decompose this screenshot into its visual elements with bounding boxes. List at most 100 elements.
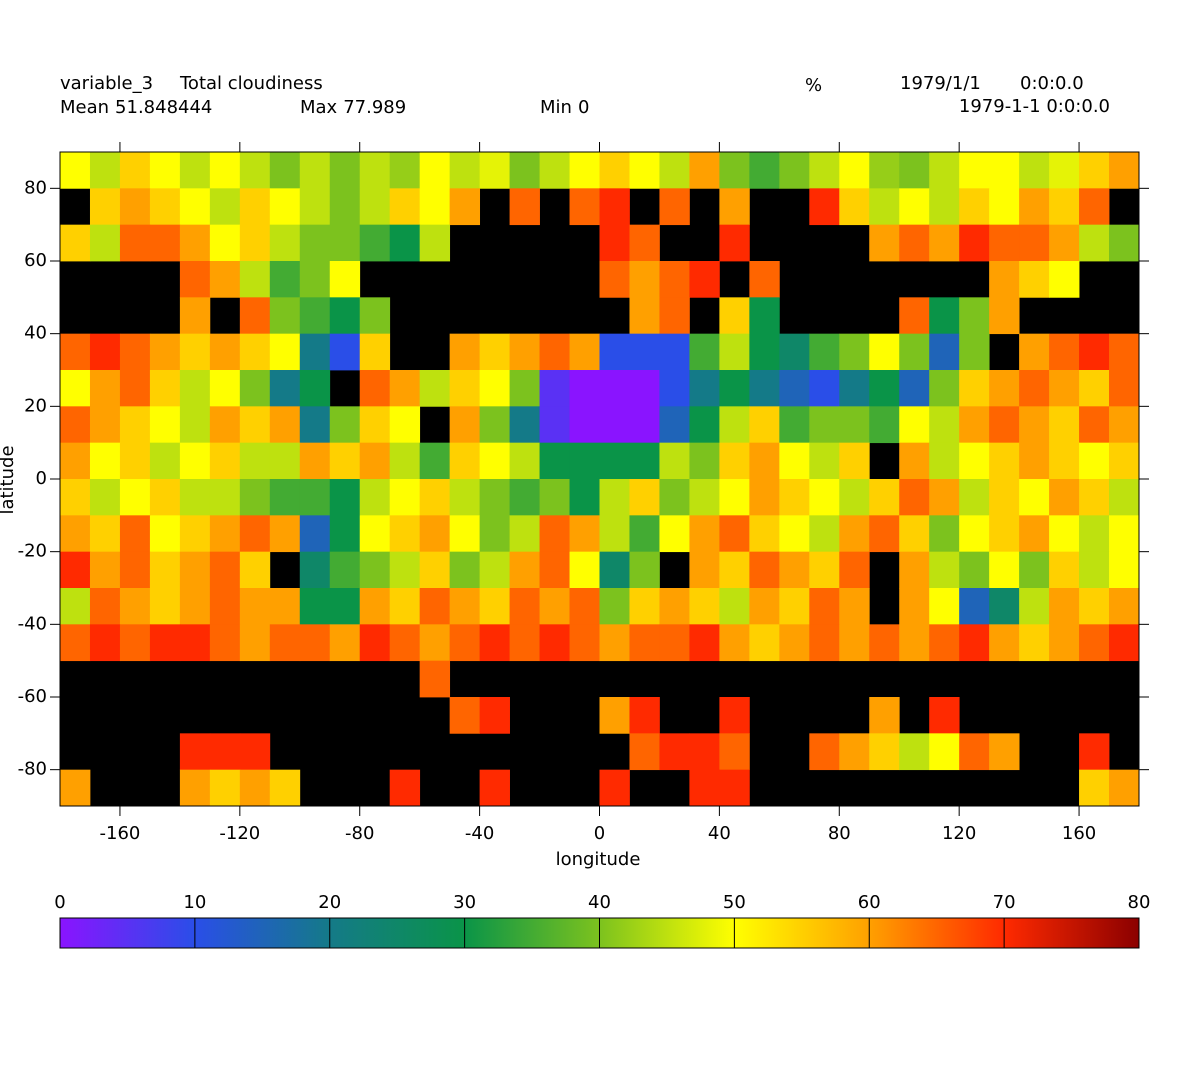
cell xyxy=(149,152,181,189)
cell xyxy=(329,297,361,335)
cell xyxy=(1109,370,1140,407)
cell xyxy=(959,224,990,262)
cell xyxy=(239,479,271,516)
cell xyxy=(389,624,421,662)
cell xyxy=(809,479,840,516)
colorbar-tick-label: 30 xyxy=(453,892,476,913)
cell xyxy=(629,152,660,189)
cell xyxy=(449,624,481,662)
cell xyxy=(869,370,900,407)
cell xyxy=(299,152,331,189)
cell xyxy=(869,697,900,734)
cell xyxy=(719,333,750,371)
colorbar-tick-label: 0 xyxy=(54,892,65,913)
cell xyxy=(1019,188,1050,226)
cell xyxy=(299,261,331,298)
cell xyxy=(929,551,960,589)
colorbar-tick-label: 70 xyxy=(993,892,1016,913)
cell xyxy=(959,479,990,516)
cell xyxy=(359,370,391,407)
cell xyxy=(1079,479,1110,516)
cell xyxy=(689,261,720,298)
variable-name: variable_3 xyxy=(60,73,153,94)
cell xyxy=(449,551,481,589)
cell xyxy=(509,333,540,371)
cell xyxy=(599,624,630,662)
cell xyxy=(569,333,600,371)
cell xyxy=(959,588,990,625)
cell xyxy=(629,479,660,516)
cell xyxy=(1049,515,1080,553)
cell xyxy=(899,297,930,335)
cell xyxy=(60,442,91,480)
cell xyxy=(389,224,421,262)
cell xyxy=(179,370,211,407)
cell xyxy=(989,370,1020,407)
cell xyxy=(899,370,930,407)
cell xyxy=(60,224,91,262)
cell xyxy=(719,624,750,662)
cell xyxy=(239,188,271,226)
y-tick-label: 0 xyxy=(36,468,47,489)
cell xyxy=(959,733,990,771)
cell xyxy=(119,479,151,516)
colorbar-tick-label: 80 xyxy=(1128,892,1151,913)
cell xyxy=(119,551,151,589)
cell xyxy=(539,551,570,589)
cell xyxy=(299,515,331,553)
cell xyxy=(359,152,391,189)
cell xyxy=(179,261,211,298)
cell xyxy=(1079,188,1110,226)
cell xyxy=(179,515,211,553)
cell xyxy=(509,152,540,189)
cell xyxy=(809,624,840,662)
cell xyxy=(449,188,481,226)
cell xyxy=(239,297,271,335)
cell xyxy=(839,188,870,226)
cell xyxy=(539,406,570,444)
cell xyxy=(359,224,391,262)
cell xyxy=(89,624,121,662)
cell xyxy=(1109,515,1140,553)
cell xyxy=(809,406,840,444)
cell xyxy=(869,152,900,189)
cell xyxy=(149,333,181,371)
cell xyxy=(659,152,690,189)
cell xyxy=(119,588,151,625)
cell xyxy=(1019,406,1050,444)
cell xyxy=(329,152,361,189)
cell xyxy=(1109,624,1140,662)
cell xyxy=(629,697,660,734)
cell xyxy=(629,733,660,771)
cell xyxy=(389,515,421,553)
cell xyxy=(599,261,630,298)
cell xyxy=(269,297,301,335)
cell xyxy=(869,515,900,553)
cell xyxy=(1049,588,1080,625)
cell xyxy=(419,479,451,516)
cell xyxy=(149,188,181,226)
cell xyxy=(419,370,451,407)
cell xyxy=(899,333,930,371)
cell xyxy=(1019,515,1050,553)
cell xyxy=(239,769,271,807)
cell xyxy=(929,697,960,734)
cell xyxy=(869,406,900,444)
x-axis-label: longitude xyxy=(556,849,641,870)
cell xyxy=(599,769,630,807)
cell xyxy=(989,588,1020,625)
cell xyxy=(299,588,331,625)
cell xyxy=(629,406,660,444)
cell xyxy=(599,370,630,407)
cell xyxy=(629,551,660,589)
cell xyxy=(389,442,421,480)
cell xyxy=(149,406,181,444)
cell xyxy=(629,588,660,625)
cell xyxy=(239,152,271,189)
cell xyxy=(149,442,181,480)
cell xyxy=(509,588,540,625)
cell xyxy=(989,152,1020,189)
cell xyxy=(89,188,121,226)
colorbar-tick-label: 60 xyxy=(858,892,881,913)
cell xyxy=(659,442,690,480)
